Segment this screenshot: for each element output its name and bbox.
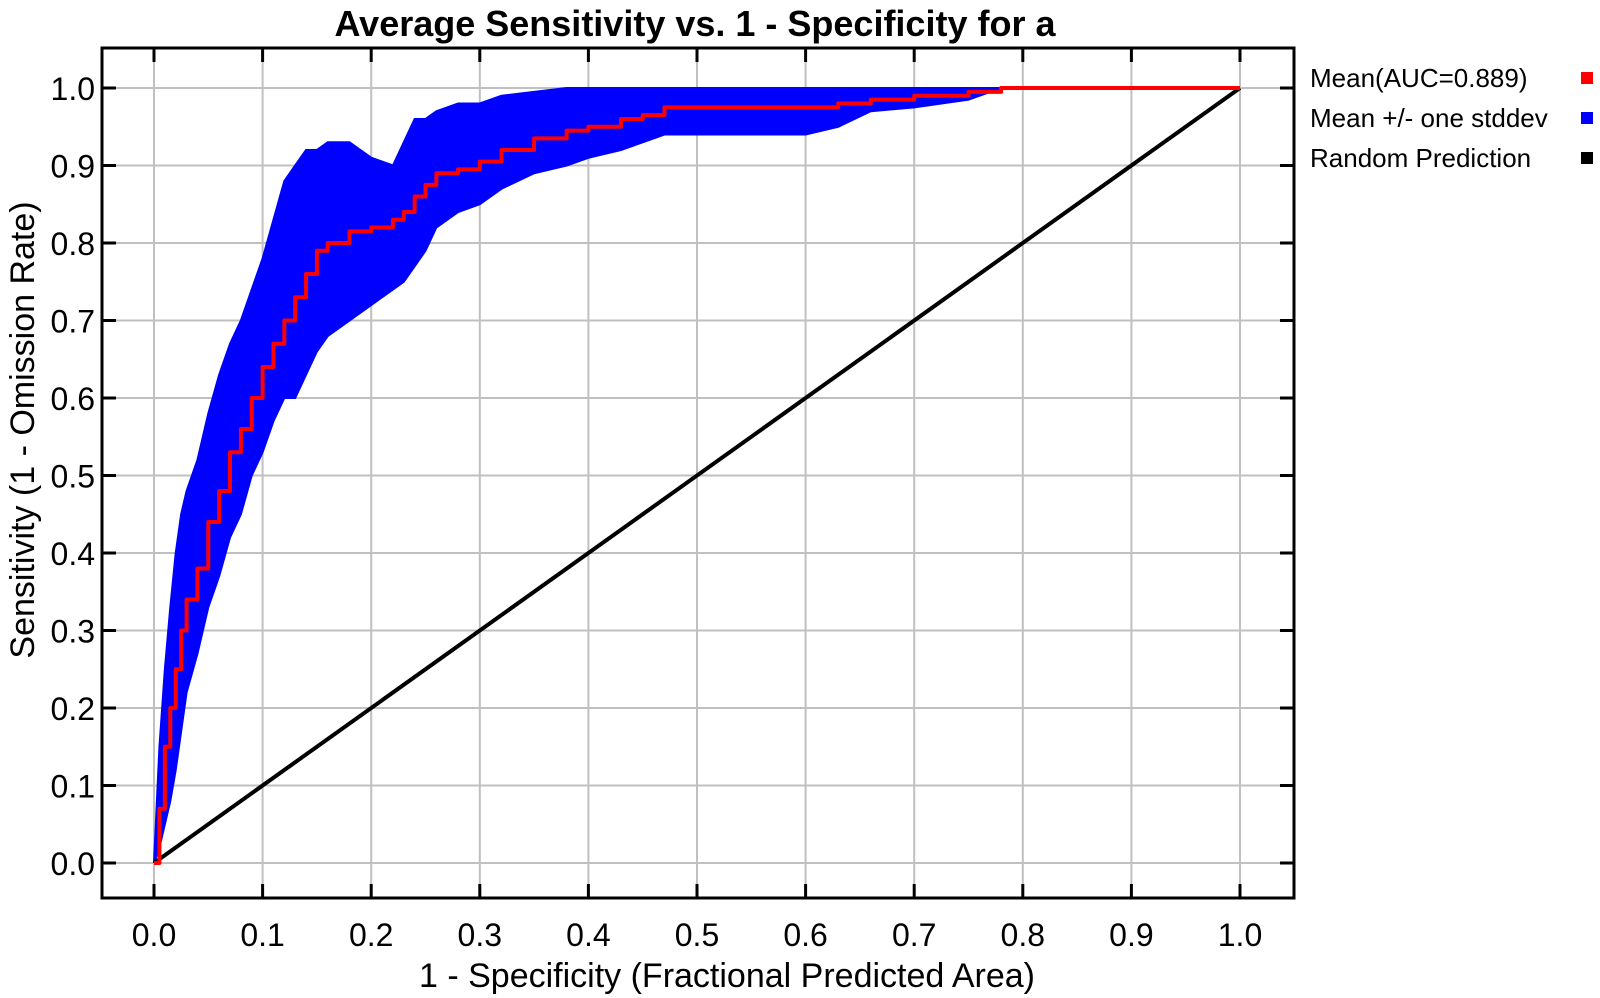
y-tick-label: 0.5 xyxy=(51,459,95,495)
legend: Mean(AUC=0.889) Mean +/- one stddev Random… xyxy=(1310,63,1593,173)
series-lines xyxy=(152,86,1242,865)
legend-label: Mean +/- one stddev xyxy=(1310,103,1548,133)
x-tick-label: 0.5 xyxy=(675,917,719,953)
axis-ticks: 0.0 0.1 0.2 0.3 0.4 0.5 0.6 0.7 0.8 0.9 1.0 0.0 0.1 0… xyxy=(51,48,1294,953)
stddev-band-area xyxy=(153,87,1240,864)
y-tick-label: 0.6 xyxy=(51,381,95,417)
y-tick-label: 0.3 xyxy=(51,614,95,650)
x-tick-label: 0.0 xyxy=(132,917,176,953)
x-tick-label: 0.6 xyxy=(783,917,827,953)
y-tick-label: 1.0 xyxy=(51,71,95,107)
y-tick-label: 0.8 xyxy=(51,226,95,262)
legend-swatch xyxy=(1581,152,1593,164)
x-tick-label: 0.8 xyxy=(1001,917,1045,953)
y-tick-label: 0.1 xyxy=(51,769,95,805)
x-tick-label: 0.2 xyxy=(349,917,393,953)
chart-title: Average Sensitivity vs. 1 - Specificity … xyxy=(335,3,1057,44)
y-tick-label: 0.9 xyxy=(51,149,95,185)
x-tick-label: 0.7 xyxy=(892,917,936,953)
y-tick-label: 0.7 xyxy=(51,304,95,340)
mean-roc-line xyxy=(154,86,1240,865)
y-tick-label: 0.0 xyxy=(51,846,95,882)
x-tick-label: 0.9 xyxy=(1109,917,1153,953)
y-tick-label: 0.4 xyxy=(51,536,95,572)
legend-swatch xyxy=(1581,72,1593,84)
x-axis-label: 1 - Specificity (Fractional Predicted Ar… xyxy=(419,957,1035,995)
legend-swatch xyxy=(1581,112,1593,124)
legend-label: Random Prediction xyxy=(1310,143,1531,173)
x-tick-label: 1.0 xyxy=(1218,917,1262,953)
legend-label: Mean(AUC=0.889) xyxy=(1310,63,1528,93)
x-tick-label: 0.4 xyxy=(566,917,610,953)
random-prediction-line xyxy=(152,86,1242,865)
y-axis-label: Sensitivity (1 - Omission Rate) xyxy=(4,201,42,658)
x-tick-label: 0.3 xyxy=(458,917,502,953)
x-tick-label: 0.1 xyxy=(240,917,284,953)
stddev-band xyxy=(153,87,1240,864)
y-tick-label: 0.2 xyxy=(51,691,95,727)
